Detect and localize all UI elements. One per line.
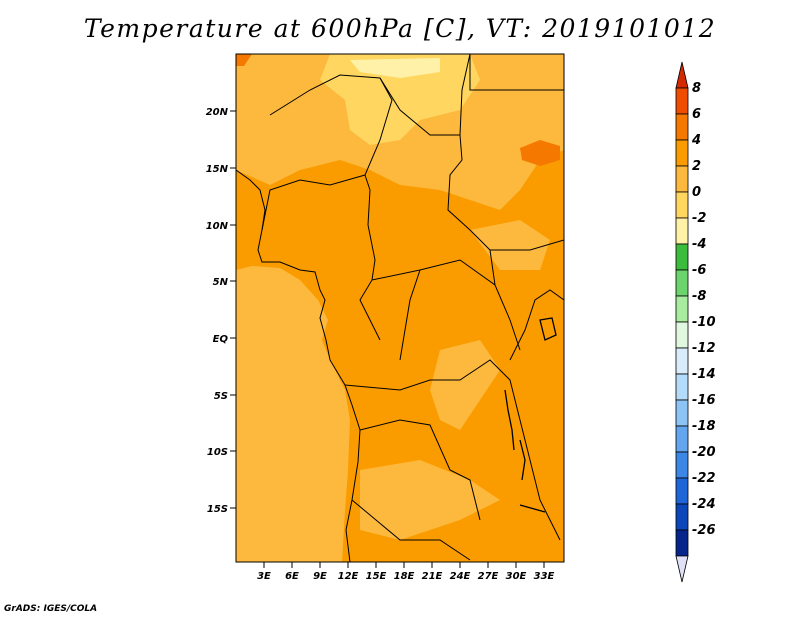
- colorbar-label: -10: [692, 315, 716, 330]
- map-title: Temperature at 600hPa [C], VT: 201910101…: [83, 14, 717, 43]
- lat-axis: 20N 15N 10N 5N EQ 5S 10S 15S: [206, 107, 236, 515]
- colorbar-swatch: [675, 321, 689, 349]
- lat-label: 15S: [207, 504, 228, 515]
- colorbar-swatch: [675, 399, 689, 427]
- field-east-warm: [470, 220, 550, 270]
- lat-label: 15N: [206, 164, 229, 175]
- colorbar-swatch: [675, 269, 689, 297]
- lat-label: EQ: [213, 334, 229, 345]
- colorbar: [675, 61, 689, 583]
- lon-label: 3E: [257, 571, 271, 582]
- colorbar-label: -14: [692, 367, 716, 382]
- field-north-cool-2: [350, 58, 440, 78]
- lon-label: 18E: [394, 571, 415, 582]
- colorbar-label: -12: [692, 341, 716, 356]
- colorbar-label: -18: [692, 419, 716, 434]
- borders: [236, 54, 564, 562]
- colorbar-swatch: [675, 555, 689, 583]
- colorbar-swatch: [675, 61, 689, 89]
- colorbar-label: -4: [692, 237, 706, 252]
- lon-axis: 3E 6E 9E 12E 15E 18E 21E 24E 27E 30E 33E: [257, 562, 555, 582]
- lat-label: 5N: [213, 277, 229, 288]
- field-hotspot-nw: [236, 54, 252, 66]
- colorbar-swatch: [675, 347, 689, 375]
- colorbar-label: 2: [692, 159, 701, 174]
- lat-label: 5S: [214, 391, 228, 402]
- lon-label: 12E: [338, 571, 359, 582]
- colorbar-label: -16: [692, 393, 716, 408]
- lon-label: 33E: [534, 571, 555, 582]
- colorbar-swatch: [675, 477, 689, 505]
- colorbar-label: -22: [692, 471, 716, 486]
- field-south-warm-2: [360, 460, 500, 540]
- colorbar-swatch: [675, 451, 689, 479]
- grads-credit: GrADS: IGES/COLA: [4, 604, 98, 614]
- colorbar-label: -24: [692, 497, 716, 512]
- lon-label: 15E: [366, 571, 387, 582]
- colorbar-swatch: [675, 87, 689, 115]
- colorbar-swatch: [675, 373, 689, 401]
- lat-label: 10S: [207, 447, 228, 458]
- colorbar-label: -20: [692, 445, 716, 460]
- colorbar-swatch: [675, 191, 689, 219]
- colorbar-swatch: [675, 243, 689, 271]
- temperature-field: [236, 54, 564, 562]
- field-south-warm: [430, 340, 500, 430]
- colorbar-label: -2: [692, 211, 706, 226]
- lat-label: 10N: [206, 221, 229, 232]
- colorbar-label: -6: [692, 263, 706, 278]
- colorbar-swatch: [675, 529, 689, 557]
- colorbar-swatch: [675, 165, 689, 193]
- colorbar-swatch: [675, 425, 689, 453]
- lon-label: 21E: [422, 571, 443, 582]
- lon-label: 9E: [313, 571, 327, 582]
- lat-label: 20N: [206, 107, 229, 118]
- colorbar-label: -26: [692, 523, 716, 538]
- lon-label: 6E: [285, 571, 299, 582]
- lon-label: 24E: [450, 571, 471, 582]
- colorbar-label: 0: [692, 185, 701, 200]
- colorbar-swatch: [675, 217, 689, 245]
- colorbar-labels: 8 6 4 2 0 -2 -4 -6 -8 -10 -12 -14 -16 -1…: [691, 81, 716, 538]
- colorbar-label: -8: [692, 289, 706, 304]
- field-hotspot-ne: [520, 140, 560, 166]
- colorbar-label: 8: [692, 81, 701, 96]
- lakes: [504, 317, 557, 513]
- colorbar-swatch: [675, 503, 689, 531]
- map-frame: [235, 53, 565, 563]
- lon-label: 27E: [478, 571, 499, 582]
- colorbar-swatch: [675, 139, 689, 167]
- colorbar-swatch: [675, 113, 689, 141]
- colorbar-label: 4: [691, 133, 701, 148]
- lon-label: 30E: [506, 571, 527, 582]
- colorbar-swatch: [675, 295, 689, 323]
- field-ocean-warm: [236, 266, 350, 562]
- colorbar-label: 6: [692, 107, 701, 122]
